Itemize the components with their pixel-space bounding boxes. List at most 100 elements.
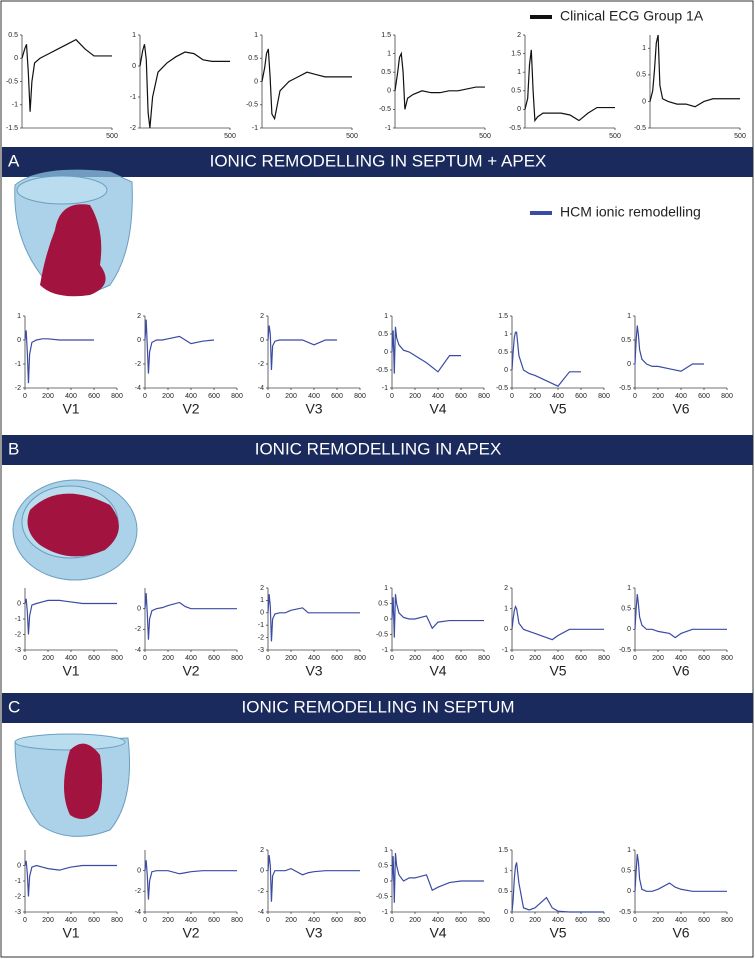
y-tick-label: -2 <box>258 634 264 641</box>
y-tick-label: 0.5 <box>381 69 391 76</box>
y-tick-label: -4 <box>258 385 264 392</box>
y-tick-label: 0 <box>504 909 508 916</box>
x-tick-label: 200 <box>162 917 174 924</box>
x-tick-label: 400 <box>432 917 444 924</box>
x-tick-label: 0 <box>633 655 637 662</box>
x-tick-label: 800 <box>721 655 733 662</box>
y-tick-label: 1 <box>627 313 631 320</box>
y-tick-label: -2 <box>15 385 21 392</box>
x-tick-label: 200 <box>285 393 297 400</box>
panel-letter: A <box>8 151 20 170</box>
y-tick-label: 0.5 <box>511 88 521 95</box>
ecg-line <box>24 860 117 897</box>
lead-label: V1 <box>62 663 79 679</box>
y-tick-label: -1 <box>382 909 388 916</box>
x-tick-label: 200 <box>529 393 541 400</box>
x-tick-label: 200 <box>162 393 174 400</box>
lead-label: V4 <box>429 663 446 679</box>
x-tick-label: 600 <box>455 393 467 400</box>
y-tick-label: 1 <box>627 585 631 592</box>
y-tick-label: -1 <box>15 878 21 885</box>
x-tick-label: 400 <box>675 655 687 662</box>
heart-model <box>14 733 131 837</box>
x-tick-label: 500 <box>224 133 236 140</box>
x-tick-label: 800 <box>721 393 733 400</box>
x-tick-label: 800 <box>231 655 243 662</box>
ecg-line <box>261 48 352 121</box>
y-tick-label: 0 <box>260 868 264 875</box>
panel-title: IONIC REMODELLING IN SEPTUM + APEX <box>210 151 547 170</box>
y-tick-label: -2 <box>130 125 136 132</box>
y-tick-label: 1 <box>387 50 391 57</box>
panel-bar <box>2 435 753 465</box>
y-tick-label: 1 <box>384 847 388 854</box>
y-tick-label: 1 <box>17 313 21 320</box>
y-tick-label: 1 <box>627 847 631 854</box>
x-tick-label: 0 <box>390 917 394 924</box>
y-tick-label: 0.5 <box>498 888 508 895</box>
ecg-line <box>144 593 237 640</box>
x-tick-label: 200 <box>652 655 664 662</box>
y-tick-label: -1 <box>258 622 264 629</box>
lead-label: V2 <box>182 401 199 417</box>
x-tick-label: 600 <box>698 655 710 662</box>
x-tick-label: 800 <box>231 917 243 924</box>
x-tick-label: 200 <box>529 917 541 924</box>
y-tick-label: -1 <box>382 647 388 654</box>
y-tick-label: 0 <box>627 888 631 895</box>
x-tick-label: 0 <box>510 917 514 924</box>
ecg-line <box>24 598 117 635</box>
y-tick-label: 2 <box>260 313 264 320</box>
y-tick-label: 1 <box>384 313 388 320</box>
y-tick-label: 0.5 <box>621 337 631 344</box>
x-tick-label: 200 <box>652 917 664 924</box>
x-tick-label: 600 <box>575 393 587 400</box>
x-tick-label: 0 <box>23 917 27 924</box>
x-tick-label: 800 <box>111 917 123 924</box>
x-tick-label: 400 <box>308 393 320 400</box>
y-tick-label: 0 <box>517 106 521 113</box>
x-tick-label: 600 <box>455 655 467 662</box>
x-tick-label: 500 <box>346 133 358 140</box>
ecg-line <box>21 38 112 112</box>
y-tick-label: 0 <box>627 626 631 633</box>
x-tick-label: 800 <box>598 917 610 924</box>
x-tick-label: 800 <box>721 917 733 924</box>
y-tick-label: -2 <box>135 361 141 368</box>
x-tick-label: 800 <box>111 655 123 662</box>
x-tick-label: 800 <box>111 393 123 400</box>
ecg-line <box>267 594 360 642</box>
x-tick-label: 400 <box>65 917 77 924</box>
ecg-line <box>391 853 484 903</box>
y-tick-label: 1 <box>254 32 258 39</box>
y-tick-label: 2 <box>504 585 508 592</box>
lead-label: V5 <box>549 925 566 941</box>
y-tick-label: -1 <box>12 102 18 109</box>
x-tick-label: 400 <box>552 393 564 400</box>
y-tick-label: -0.5 <box>619 385 631 392</box>
y-tick-label: 0 <box>137 337 141 344</box>
x-tick-label: 200 <box>409 917 421 924</box>
x-tick-label: 800 <box>478 393 490 400</box>
x-tick-label: 600 <box>698 393 710 400</box>
y-tick-label: -0.5 <box>246 102 258 109</box>
x-tick-label: 400 <box>65 655 77 662</box>
y-tick-label: -0.5 <box>634 125 646 132</box>
x-tick-label: 800 <box>354 655 366 662</box>
y-tick-label: 1.5 <box>381 32 391 39</box>
x-tick-label: 400 <box>432 655 444 662</box>
x-tick-label: 800 <box>231 393 243 400</box>
y-tick-label: 0 <box>387 88 391 95</box>
y-tick-label: 0.5 <box>378 862 388 869</box>
y-tick-label: -2 <box>258 361 264 368</box>
y-tick-label: 0.5 <box>636 72 646 79</box>
x-tick-label: 400 <box>432 393 444 400</box>
x-tick-label: 800 <box>478 917 490 924</box>
x-tick-label: 0 <box>266 917 270 924</box>
x-tick-label: 500 <box>479 133 491 140</box>
y-tick-label: -3 <box>15 909 21 916</box>
y-tick-label: -0.5 <box>619 647 631 654</box>
y-tick-label: 0 <box>384 878 388 885</box>
y-tick-label: 0 <box>132 63 136 70</box>
